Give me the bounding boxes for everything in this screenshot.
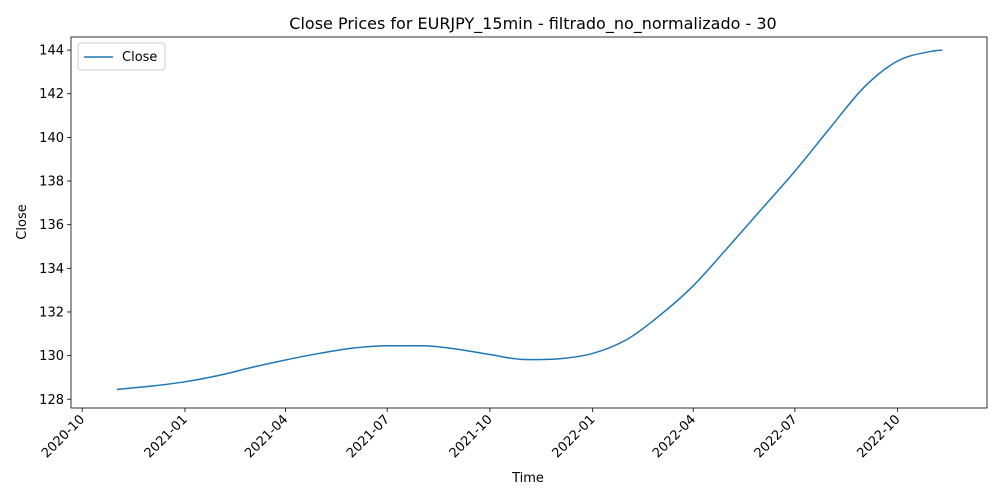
y-tick-label: 136 [39,218,64,233]
x-tick-label: 2021-01 [142,412,191,461]
x-tick-label: 2022-10 [854,412,903,461]
x-tick-label: 2020-10 [39,412,88,461]
x-tick-label: 2022-01 [549,412,598,461]
y-axis: 128 130 132 134 136 138 140 142 144 [39,44,71,408]
y-tick-label: 144 [39,44,64,59]
y-tick-label: 132 [39,305,64,320]
y-tick-label: 138 [39,175,64,190]
y-axis-label: Close [15,204,30,239]
y-tick-label: 142 [39,87,64,102]
x-axis-label: Time [511,471,544,486]
y-tick-label: 130 [39,349,64,364]
x-tick-label: 2021-07 [344,412,393,461]
close-series-line [116,49,943,391]
x-tick-label: 2021-10 [447,412,496,461]
x-axis: 2020-10 2021-01 2021-04 2021-07 2021-10 2022-… [39,408,903,461]
y-tick-label: 134 [39,262,64,277]
y-tick-label: 140 [39,131,64,146]
plot-area [70,36,988,409]
legend-box [77,42,166,71]
x-tick-label: 2021-04 [242,412,291,461]
legend: Close [77,42,166,71]
y-tick-label: 128 [39,393,64,408]
x-tick-label: 2022-04 [650,412,699,461]
x-tick-label: 2022-07 [752,412,801,461]
legend-label: Close [122,50,157,65]
chart-title: Close Prices for EURJPY_15min - filtrado… [289,14,776,34]
